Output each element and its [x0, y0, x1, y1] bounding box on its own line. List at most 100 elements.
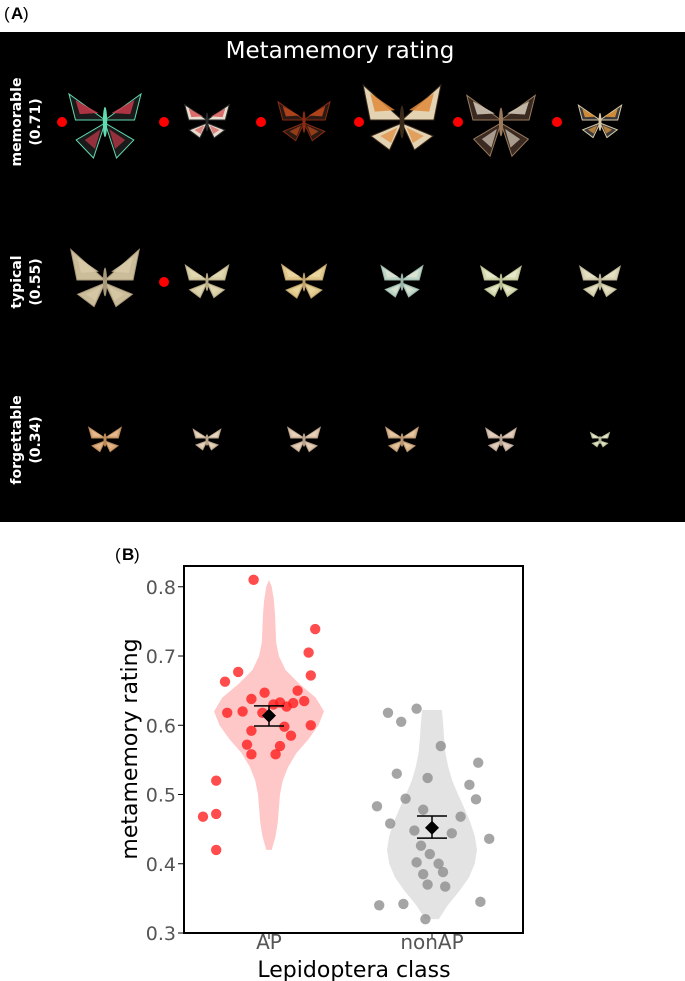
panel-b-letter: B [122, 545, 134, 564]
butterfly-image [277, 100, 331, 142]
data-point [270, 749, 281, 760]
butterfly-image [68, 92, 142, 159]
butterfly-image [70, 248, 140, 308]
data-point [246, 749, 257, 760]
red-marker-dot [453, 117, 463, 127]
data-point [455, 811, 466, 822]
plot-frame [183, 565, 524, 934]
x-axis-label: Lepidoptera class [257, 958, 450, 981]
data-point [299, 695, 310, 707]
data-point [446, 828, 457, 839]
data-point [422, 772, 433, 784]
data-point [374, 900, 385, 911]
row-value: (0.71) [28, 98, 44, 145]
butterfly-panel-a: ( A ) Metamemory rating memorable (0.71) t… [0, 4, 685, 522]
butterfly-image [183, 103, 231, 139]
butterfly-image [589, 431, 611, 448]
butterfly-image [362, 83, 442, 151]
violin-nonap [387, 710, 477, 920]
butterfly-row: memorable (0.71) [9, 78, 623, 167]
data-point [411, 857, 422, 868]
row-label: memorable [9, 78, 25, 167]
mean-marker [262, 708, 276, 723]
data-point [281, 701, 292, 712]
butterfly-image [380, 264, 424, 298]
panel-b-letter-open: ( [115, 545, 121, 564]
y-axis-ticks: 0.3 0.4 0.5 0.6 0.7 0.8 [146, 577, 184, 945]
x-tick-label: AP [256, 930, 282, 954]
data-point [259, 687, 270, 698]
panel-b-letter-close: ) [134, 545, 140, 564]
butterfly-image [579, 265, 621, 298]
data-point [305, 720, 316, 731]
butterfly-image [384, 426, 420, 453]
butterfly-image [87, 426, 123, 453]
data-point [310, 623, 321, 635]
butterfly-image [192, 428, 222, 451]
y-tick-label: 0.6 [146, 715, 176, 737]
y-tick-label: 0.8 [146, 577, 176, 599]
data-point [400, 793, 411, 804]
data-point [440, 881, 451, 892]
red-marker-dot [159, 277, 169, 287]
data-point [237, 706, 248, 717]
data-point [248, 574, 259, 586]
data-point [391, 768, 402, 779]
data-point [433, 858, 444, 869]
data-point [464, 779, 475, 791]
data-point [246, 725, 257, 737]
red-marker-dot [159, 117, 169, 127]
red-marker-dot [57, 117, 67, 127]
butterfly-image [480, 265, 522, 298]
data-point [211, 775, 222, 786]
y-tick-label: 0.4 [146, 854, 176, 876]
butterfly-image [465, 94, 537, 158]
butterfly-image [577, 103, 623, 139]
data-point [219, 676, 231, 687]
data-point [197, 811, 209, 822]
data-point [279, 721, 290, 732]
row-value: (0.55) [28, 258, 44, 305]
plot-content [197, 574, 495, 925]
data-point [411, 703, 422, 714]
data-point [268, 699, 279, 710]
y-tick-label: 0.7 [146, 646, 176, 668]
data-point [473, 757, 484, 768]
data-point [285, 730, 297, 741]
x-tick-label: nonAP [400, 930, 463, 954]
red-marker-dot [552, 117, 562, 127]
data-point [246, 693, 257, 705]
data-point [409, 825, 420, 836]
data-point [222, 707, 233, 718]
data-point [274, 740, 286, 752]
data-point [396, 716, 407, 728]
butterfly-row: forgettable (0.34) [9, 395, 611, 485]
data-point [420, 913, 431, 925]
row-value: (0.34) [28, 416, 44, 463]
data-point [211, 844, 222, 856]
y-tick-label: 0.3 [146, 923, 176, 945]
data-point [484, 833, 495, 845]
y-axis-label: metamemory rating [118, 638, 143, 859]
data-point [292, 685, 303, 696]
butterfly-image [184, 263, 230, 299]
data-point [470, 794, 482, 805]
butterfly-image [286, 426, 322, 453]
data-point [305, 670, 316, 681]
data-point [418, 868, 429, 880]
data-point [382, 707, 394, 718]
data-point [418, 804, 429, 815]
mean-marker [425, 820, 439, 835]
red-marker-dot [354, 117, 364, 127]
data-point [303, 647, 314, 658]
data-point [241, 739, 253, 750]
butterfly-row: typical (0.55) [9, 248, 621, 309]
butterfly-image [280, 263, 328, 299]
row-label: forgettable [9, 395, 25, 484]
panel-a-letter-open: ( [4, 4, 10, 23]
data-point [415, 840, 427, 851]
data-point [424, 848, 435, 860]
data-point [437, 866, 449, 878]
data-point [435, 740, 446, 752]
data-point [422, 879, 433, 890]
